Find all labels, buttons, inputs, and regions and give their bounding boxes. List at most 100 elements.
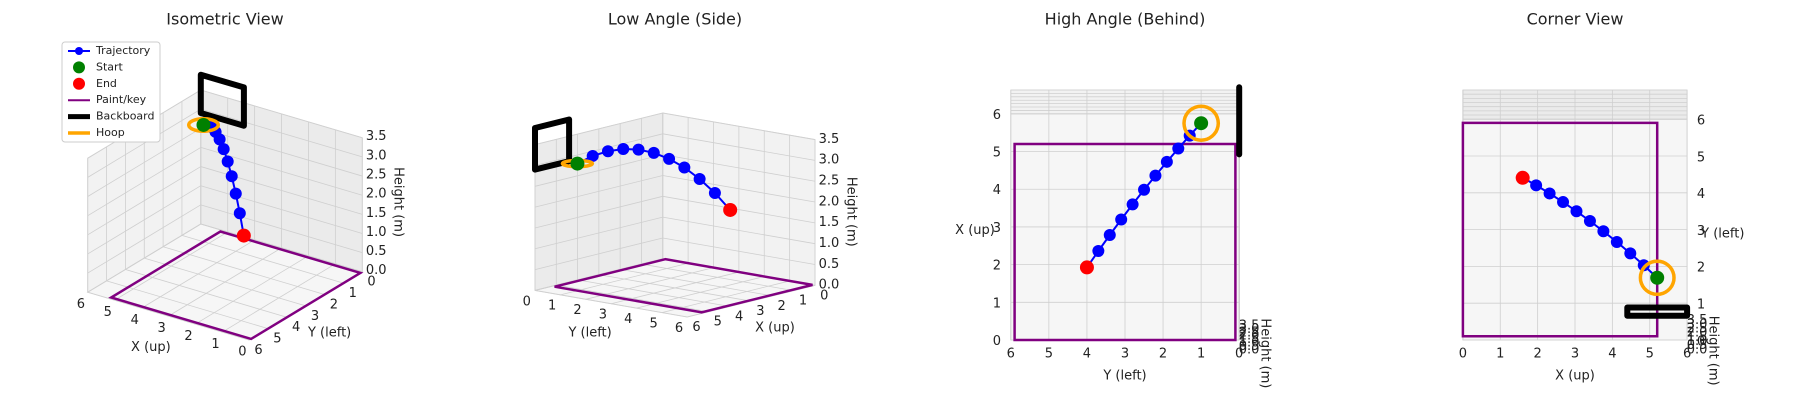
grid-line [87, 185, 202, 255]
z-tick-label: 1.5 [819, 215, 840, 230]
trajectory-marker [1149, 169, 1162, 182]
z-tick-label: 2.5 [1239, 325, 1260, 340]
legend-label: Hoop [96, 126, 125, 139]
x-tick-label: 0 [1459, 347, 1467, 362]
x-tick-label: 6 [993, 108, 1001, 123]
grid-line [106, 280, 269, 330]
x-tick-label: 2 [993, 259, 1001, 274]
y-tick-label: 0 [523, 294, 531, 309]
z-tick-label: 0.5 [1687, 338, 1708, 353]
axis-label: Y (left) [307, 325, 351, 340]
y-tick-label: 5 [1697, 150, 1705, 165]
z-tick-label: 0.5 [366, 244, 387, 259]
axis-label: Y (left) [1700, 227, 1744, 242]
y-tick-label: 3 [1121, 347, 1129, 362]
end-marker [1515, 170, 1530, 185]
z-tick-label: 2.0 [819, 194, 840, 209]
axis-label: Height (m) [391, 167, 406, 237]
grid-line [662, 237, 816, 265]
y-tick-label: 2 [1697, 261, 1705, 276]
trajectory-marker [1172, 142, 1185, 155]
trajectory-marker [1557, 196, 1570, 209]
hoop [1638, 259, 1676, 297]
grid-line [87, 291, 250, 341]
grid-line [534, 195, 663, 229]
x-tick-label: 3 [756, 304, 764, 319]
x-tick-label: 3 [157, 321, 165, 336]
trajectory-marker [663, 152, 676, 165]
grid-line [87, 147, 202, 217]
trajectory-marker [586, 149, 599, 162]
legend-label: Trajectory [95, 44, 151, 57]
x-tick-label: 6 [1683, 347, 1691, 362]
end-marker [236, 228, 251, 243]
axis-label: Height (m) [1257, 318, 1272, 388]
y-tick-label: 1 [349, 286, 357, 301]
grid-line [636, 276, 765, 309]
trajectory-marker [1160, 155, 1173, 168]
grid-line [662, 154, 816, 182]
backboard [197, 71, 247, 129]
z-tick-label: 2.0 [366, 187, 387, 202]
grid-line [87, 204, 202, 274]
trajectory-marker [647, 146, 660, 159]
backboard [1624, 304, 1691, 319]
z-tick-label: 3.0 [366, 148, 387, 163]
z-tick-label: 1.0 [1239, 336, 1260, 351]
grid-line [534, 154, 663, 187]
z-tick-label: 2.0 [1239, 329, 1260, 344]
grid-line [662, 112, 816, 140]
grid-line [125, 269, 288, 318]
start-marker [570, 156, 585, 171]
trajectory-marker [217, 143, 230, 156]
x-tick-label: 0 [993, 334, 1001, 349]
trajectory-marker [708, 187, 721, 200]
y-tick-label: 3 [1697, 224, 1705, 239]
x-tick-label: 1 [799, 294, 807, 309]
z-tick-label: 2.5 [819, 173, 840, 188]
x-tick-label: 5 [104, 305, 112, 320]
z-tick-label: 2.5 [366, 168, 387, 183]
z-tick-label: 3.0 [1239, 322, 1260, 337]
trajectory-marker [1583, 214, 1596, 227]
legend-label: Paint/key [96, 93, 147, 106]
trajectory-marker [1126, 198, 1139, 211]
x-tick-label: 5 [1646, 347, 1654, 362]
x-tick-label: 0 [238, 345, 246, 360]
grid-line [534, 216, 663, 250]
start-marker [196, 117, 211, 132]
x-tick-label: 6 [692, 320, 700, 335]
z-tick-label: 3.5 [1239, 319, 1260, 334]
trajectory-marker [225, 170, 238, 183]
y-tick-label: 5 [273, 332, 281, 347]
paint [108, 230, 364, 341]
x-tick-label: 1 [993, 296, 1001, 311]
chart-title: High Angle (Behind) [1045, 10, 1206, 29]
legend-marker [73, 77, 85, 90]
grid-line [662, 195, 816, 224]
y-tick-label: 0 [367, 275, 375, 290]
axis-label: Height (m) [1705, 316, 1720, 386]
grid-line [200, 89, 363, 139]
grid-line [200, 223, 363, 273]
y-tick-label: 4 [1697, 187, 1705, 202]
z-tick-label: 2.0 [1687, 326, 1708, 341]
z-tick-label: 3.5 [819, 132, 840, 147]
x-tick-label: 4 [131, 313, 139, 328]
grid-line [144, 257, 306, 307]
axis-label: X (up) [755, 321, 795, 336]
x-tick-label: 1 [1496, 347, 1504, 362]
trajectory-marker [1570, 205, 1583, 218]
legend-label: End [96, 77, 117, 90]
trajectory-marker [693, 173, 706, 186]
legend-label: Backboard [96, 110, 154, 123]
x-tick-label: 2 [1533, 347, 1541, 362]
paint [554, 257, 813, 314]
z-tick-label: 0.5 [1239, 339, 1260, 354]
x-tick-label: 3 [993, 221, 1001, 236]
z-tick-label: 1.0 [366, 225, 387, 240]
y-tick-label: 6 [1007, 347, 1015, 362]
chart-title: Isometric View [166, 10, 283, 29]
axis-label: X (up) [1555, 369, 1595, 384]
